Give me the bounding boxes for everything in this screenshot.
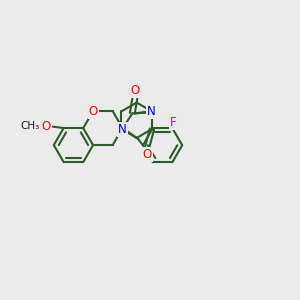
Text: O: O <box>131 84 140 97</box>
Text: N: N <box>147 105 155 118</box>
Text: F: F <box>170 116 177 129</box>
Text: O: O <box>142 148 152 161</box>
Text: O: O <box>41 120 51 133</box>
Text: N: N <box>148 105 156 118</box>
Text: CH₃: CH₃ <box>21 121 40 131</box>
Text: N: N <box>118 123 127 136</box>
Text: O: O <box>88 105 98 118</box>
